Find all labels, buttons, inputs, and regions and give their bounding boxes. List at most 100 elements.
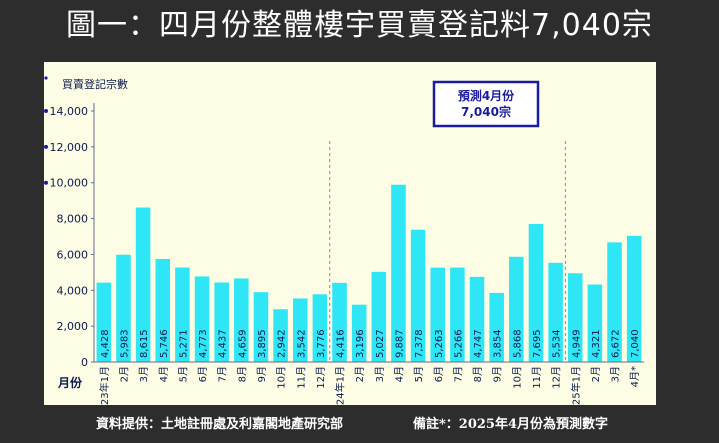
bar-value-label: 8,615 xyxy=(139,329,150,358)
x-tick-label: 11月 xyxy=(295,366,307,389)
bar-value-label: 4,321 xyxy=(591,329,602,358)
bar-value-label: 4,416 xyxy=(336,329,347,358)
forecast-box-line1: 預測4月份 xyxy=(458,88,515,103)
bar xyxy=(175,267,190,362)
bar xyxy=(96,282,112,362)
y-tick-label: 2,000 xyxy=(57,320,89,333)
x-tick-label: 8月 xyxy=(236,366,248,382)
bar xyxy=(332,282,347,362)
x-tick-label: 5月 xyxy=(177,366,189,382)
x-tick-label: 25年1月 xyxy=(569,366,582,405)
bar-value-label: 5,027 xyxy=(375,329,386,358)
x-tick-label: 2月 xyxy=(354,366,366,382)
bar-value-label: 5,868 xyxy=(512,329,523,358)
bar-value-label: 5,746 xyxy=(159,329,170,358)
y-marker-dot xyxy=(44,144,48,149)
x-tick-label: 6月 xyxy=(433,366,445,382)
bar-value-label: 5,983 xyxy=(119,329,130,358)
bar-value-label: 3,196 xyxy=(355,329,366,358)
x-tick-label: 4月 xyxy=(158,366,170,382)
y-tick-label: 10,000 xyxy=(50,177,89,190)
bar-value-label: 4,659 xyxy=(237,329,248,358)
x-tick-label: 6月 xyxy=(197,366,209,382)
y-tick-label: 12,000 xyxy=(50,141,89,154)
x-tick-label: 7月 xyxy=(452,366,464,382)
x-tick-label: 9月 xyxy=(492,366,504,382)
bar xyxy=(626,235,642,362)
bar xyxy=(430,267,446,362)
bar xyxy=(548,262,563,362)
y-axis-title: 買賣登記宗數 xyxy=(62,77,128,91)
x-tick-label: 2月 xyxy=(590,366,602,382)
x-axis-title: 月份 xyxy=(57,375,83,390)
bar xyxy=(450,267,465,362)
bar xyxy=(194,276,210,362)
x-tick-label: 7月 xyxy=(217,366,229,382)
y-tick-label: 6,000 xyxy=(57,248,89,261)
forecast-box: 預測4月份 7,040宗 xyxy=(432,80,540,128)
bar xyxy=(214,282,229,362)
bar-value-label: 4,747 xyxy=(473,329,484,358)
bar-labels: 4,428 5,983 8,615 5,746 5,271 4,773 4,437 4,659… xyxy=(100,329,641,358)
x-tick-label: 4月 xyxy=(393,366,405,382)
bar xyxy=(410,229,426,362)
bar xyxy=(607,242,622,362)
x-tick-label: 5月 xyxy=(413,366,425,382)
source-note: 資料提供：土地註冊處及利嘉閣地產研究部 xyxy=(96,417,344,432)
y-tick-label: 0 xyxy=(81,356,88,369)
bar-value-label: 7,695 xyxy=(532,329,543,358)
page-title: 圖一：四月份整體樓宇買賣登記料7,040宗 xyxy=(66,8,653,43)
bar-value-label: 5,263 xyxy=(434,329,445,358)
y-axis: 0 2,000 4,000 6,000 8,000 10,000 12,000 14,000 xyxy=(44,76,566,369)
x-tick-label: 3月 xyxy=(374,366,386,382)
bar xyxy=(155,258,171,362)
bar-value-label: 9,887 xyxy=(394,329,405,358)
x-axis: 23年1月 2月 3月 4月 5月 6月 7月 8月 9月 10月 11月 12月 24年1月 2月 3月 4… xyxy=(94,361,644,405)
y-tick-label: 14,000 xyxy=(50,105,89,118)
x-tick-label: 2月 xyxy=(118,366,130,382)
bar xyxy=(567,273,583,362)
y-tick-label: 4,000 xyxy=(57,284,89,297)
bar xyxy=(135,207,151,362)
bar-value-label: 6,672 xyxy=(611,329,622,358)
bar xyxy=(469,276,485,362)
x-tick-label: 10月 xyxy=(511,366,523,389)
forecast-box-line2: 7,040宗 xyxy=(461,104,511,119)
bar-value-label: 4,428 xyxy=(100,329,111,358)
y-marker-dot xyxy=(44,109,48,113)
chart: 02,0004,0006,0008,00010,00012,00014,000 … xyxy=(44,76,644,405)
bar xyxy=(351,304,367,362)
bar-value-label: 3,542 xyxy=(296,329,307,358)
bar xyxy=(489,292,504,362)
bar xyxy=(528,224,544,362)
bar-value-label: 5,271 xyxy=(178,329,189,358)
bar xyxy=(253,292,269,362)
bar xyxy=(391,184,406,362)
bar xyxy=(587,284,603,362)
bar xyxy=(273,309,288,362)
x-tick-label: 23年1月 xyxy=(98,366,111,405)
y-marker-dot xyxy=(44,180,48,185)
forecast-footnote: 備註*：2025年4月份為預測數字 xyxy=(413,417,609,432)
bar-value-label: 3,854 xyxy=(493,329,504,358)
bar xyxy=(371,271,387,362)
x-tick-label: 12月 xyxy=(551,366,563,389)
x-tick-label: 10月 xyxy=(276,366,288,389)
x-tick-label: 3月 xyxy=(610,366,622,382)
y-marker-dot xyxy=(44,76,48,80)
bar-value-label: 4,773 xyxy=(198,329,209,358)
bar-value-label: 3,776 xyxy=(316,329,327,358)
bar-value-label: 7,378 xyxy=(414,329,425,358)
bar-value-label: 4,437 xyxy=(218,329,229,358)
bar-value-label: 4,949 xyxy=(571,329,582,358)
x-tick-label: 12月 xyxy=(315,366,327,389)
bar-value-label: 2,942 xyxy=(277,329,288,358)
bar-value-label: 5,266 xyxy=(453,329,464,358)
bar xyxy=(234,278,249,362)
x-tick-label: 4月* xyxy=(629,366,641,387)
bar-value-label: 5,534 xyxy=(552,329,563,358)
bar-value-label: 7,040 xyxy=(630,329,641,358)
bar xyxy=(116,254,131,362)
bar-value-label: 3,895 xyxy=(257,329,268,358)
